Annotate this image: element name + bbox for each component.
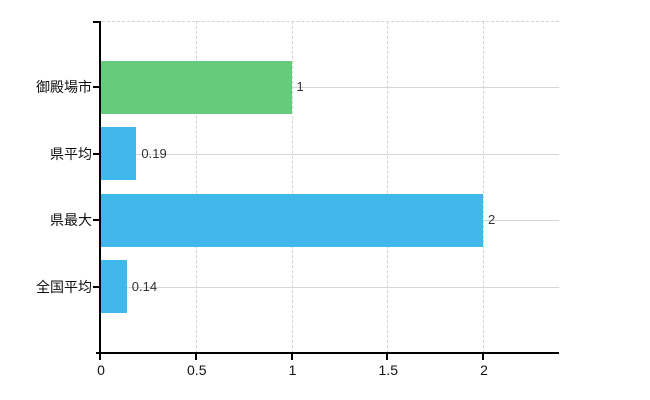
plot-top-border (102, 21, 559, 22)
x-tick-label: 1.5 (378, 362, 398, 378)
v-gridline (387, 21, 389, 353)
x-tick-label: 0.5 (187, 362, 207, 378)
x-tick-label: 0 (97, 362, 105, 378)
x-tick-label: 2 (480, 362, 488, 378)
category-label: 御殿場市 (36, 79, 92, 96)
bar-value-label: 2 (488, 212, 496, 228)
h-gridline (100, 153, 559, 155)
y-axis-tick (93, 152, 100, 155)
bar-県平均 (100, 127, 137, 181)
h-gridline (100, 286, 559, 288)
x-axis-tick (194, 353, 197, 360)
bar-御殿場市 (100, 60, 292, 114)
v-gridline (195, 21, 197, 353)
h-gridline (100, 87, 559, 89)
category-label: 全国平均 (36, 278, 92, 295)
x-axis-tick (290, 353, 293, 360)
bar-value-label: 0.19 (141, 145, 167, 161)
category-label: 県最大 (50, 212, 92, 229)
y-axis-tick (93, 285, 100, 288)
v-gridline (483, 21, 484, 353)
bar-value-label: 0.14 (131, 278, 158, 294)
bar-県最大 (100, 193, 483, 247)
x-tick-label: 1 (288, 362, 297, 378)
x-axis-tick (482, 353, 484, 360)
category-label: 県平均 (50, 145, 92, 162)
x-axis-tick (386, 353, 389, 360)
v-gridline (291, 21, 293, 353)
x-axis (96, 352, 559, 354)
y-axis-tick (93, 219, 100, 222)
y-axis-tick (93, 86, 100, 89)
y-axis-top-tick (93, 21, 100, 23)
bar-value-label: 1 (296, 79, 304, 95)
bar-全国平均 (100, 260, 127, 314)
y-axis (99, 21, 101, 360)
